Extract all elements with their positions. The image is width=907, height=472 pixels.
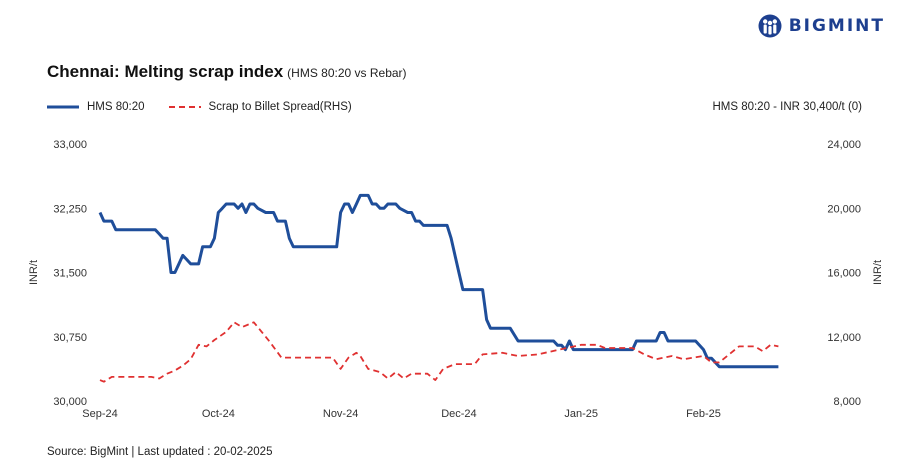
right-tick-label: 16,000	[827, 268, 861, 280]
right-tick-label: 24,000	[827, 139, 861, 151]
left-axis-title: INR/t	[28, 260, 40, 285]
left-tick-label: 33,000	[53, 139, 87, 151]
x-tick-label: Oct-24	[202, 408, 235, 420]
bigmint-logo-icon	[758, 14, 782, 38]
legend-swatch-dashed	[168, 106, 201, 108]
brand-logo: BIGMINT	[757, 14, 885, 38]
right-tick-label: 20,000	[827, 203, 861, 215]
chart-title: Chennai: Melting scrap index (HMS 80:20 v…	[47, 62, 407, 82]
series-line-hms	[98, 193, 779, 369]
x-tick-label: Nov-24	[323, 408, 358, 420]
source-note: Source: BigMint | Last updated : 20-02-2…	[47, 446, 273, 458]
chart-legend: HMS 80:20 Scrap to Billet Spread(RHS)	[47, 101, 376, 113]
left-tick-label: 30,000	[53, 396, 87, 408]
left-tick-label: 30,750	[53, 332, 87, 344]
x-tick-label: Dec-24	[441, 408, 476, 420]
legend-label-hms: HMS 80:20	[87, 101, 145, 113]
left-tick-label: 32,250	[53, 203, 87, 215]
right-axis-title: INR/t	[872, 260, 884, 285]
x-tick-label: Sep-24	[82, 408, 117, 420]
chart-title-text: Chennai: Melting scrap index	[47, 62, 284, 81]
x-tick-label: Feb-25	[686, 408, 721, 420]
left-tick-label: 31,500	[53, 268, 87, 280]
right-tick-label: 8,000	[833, 396, 861, 408]
chart-subtitle: (HMS 80:20 vs Rebar)	[287, 66, 407, 80]
x-tick-label: Jan-25	[564, 408, 598, 420]
legend-item-spread: Scrap to Billet Spread(RHS)	[168, 101, 352, 113]
legend-item-hms: HMS 80:20	[47, 101, 145, 113]
right-tick-label: 12,000	[827, 332, 861, 344]
series-line-spread	[99, 321, 779, 383]
brand-name: BIGMINT	[788, 16, 885, 36]
current-value-label: HMS 80:20 - INR 30,400/t (0)	[712, 101, 862, 113]
legend-label-spread: Scrap to Billet Spread(RHS)	[208, 101, 352, 113]
legend-swatch-solid	[47, 105, 79, 109]
